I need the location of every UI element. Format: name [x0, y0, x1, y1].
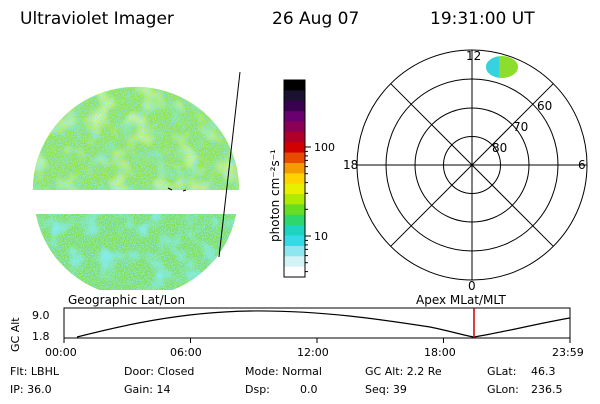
earth-image-upper [32, 86, 240, 190]
geographic-label: Geographic Lat/Lon [68, 293, 185, 307]
meridian-diagonal [390, 83, 554, 247]
colorbar-cells [284, 80, 305, 278]
earth-image [32, 71, 241, 290]
status-door: Door: Closed [124, 365, 194, 378]
coastline-fragment [167, 187, 187, 192]
status-filter: Flt: LBHL [10, 365, 60, 378]
polar-plot: 12 18 6 0 60 70 80 [343, 49, 588, 293]
colorbar-cell [284, 100, 305, 112]
colorbar-cell [284, 173, 305, 185]
colorbar-cell [284, 131, 305, 143]
lat-label-70: 70 [513, 120, 528, 134]
altitude-curve [76, 310, 571, 338]
aurora-polar-patch [486, 56, 518, 78]
colorbar-cell [284, 80, 305, 91]
header: Ultraviolet Imager 26 Aug 07 19:31:00 UT [20, 9, 535, 29]
status-dsp-label: Dsp: [245, 383, 270, 396]
timeline-x-label: 18:00 [424, 346, 456, 359]
colorbar-tick-label: 10 [314, 230, 328, 243]
colorbar-tick-label: 100 [314, 141, 335, 154]
timeline-y-axis-title: GC Alt [9, 317, 22, 352]
timeline-x-label: 06:00 [170, 346, 202, 359]
colorbar-cell [284, 256, 305, 268]
colorbar-cell [284, 214, 305, 226]
mlt-label-6: 6 [578, 158, 586, 172]
colorbar-cell [284, 90, 305, 102]
observation-date: 26 Aug 07 [272, 9, 359, 29]
colorbar-cell [284, 204, 305, 216]
colorbar-cell [284, 111, 305, 122]
colorbar-cell [284, 152, 305, 164]
status-glat-label: GLat: [487, 365, 516, 378]
timeline-y-tick: 1.8 [32, 330, 50, 343]
colorbar-cell [284, 162, 305, 174]
timeline-x-label: 23:59 [552, 346, 584, 359]
earth-image-lower [35, 214, 237, 290]
altitude-timeline: Geographic Lat/Lon Apex MLat/MLT GC Alt … [9, 293, 584, 359]
colorbar-cell [284, 142, 305, 154]
status-panel: Flt: LBHL IP: 36.0 Door: Closed Gain: 14… [10, 365, 563, 396]
instrument-title: Ultraviolet Imager [20, 9, 174, 29]
colorbar-cell [284, 245, 305, 257]
colorbar-cell [284, 225, 305, 237]
lat-label-80: 80 [492, 141, 507, 155]
colorbar-frame [283, 79, 306, 278]
status-mode: Mode: Normal [245, 365, 322, 378]
colorbar-unit-label: photon cm⁻²s⁻¹ [268, 149, 282, 242]
mlt-label-0: 0 [468, 279, 476, 293]
orbit-track-line [218, 71, 241, 258]
status-gain: Gain: 14 [124, 383, 171, 396]
status-glat-value: 46.3 [531, 365, 556, 378]
colorbar-cell [284, 266, 305, 278]
status-glon-label: GLon: [487, 383, 519, 396]
status-ip: IP: 36.0 [10, 383, 52, 396]
colorbar-cell [284, 121, 305, 133]
colorbar-cell [284, 183, 305, 195]
colorbar-cell [284, 194, 305, 205]
timeline-x-label: 12:00 [297, 346, 329, 359]
mlt-label-18: 18 [343, 158, 358, 172]
colorbar: 100 10 photon cm⁻²s⁻¹ [268, 79, 335, 278]
colorbar-cell [284, 235, 305, 247]
status-glon-value: 236.5 [531, 383, 563, 396]
observation-time: 19:31:00 UT [430, 9, 535, 29]
timeline-y-tick: 9.0 [32, 309, 50, 322]
status-dsp-value: 0.0 [300, 383, 318, 396]
timeline-x-label: 00:00 [45, 346, 77, 359]
mlt-label-12: 12 [466, 49, 481, 63]
apex-label: Apex MLat/MLT [416, 293, 506, 307]
status-gc-alt: GC Alt: 2.2 Re [365, 365, 442, 378]
status-seq: Seq: 39 [365, 383, 407, 396]
colorbar-minor-ticks [305, 150, 308, 273]
lat-label-60: 60 [537, 99, 552, 113]
